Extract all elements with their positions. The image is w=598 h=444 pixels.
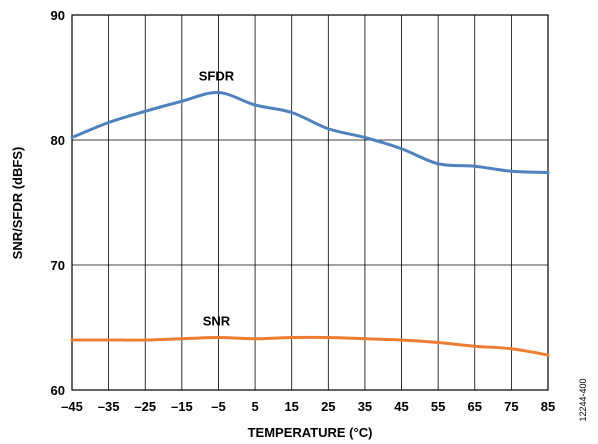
x-tick-label: 55 bbox=[431, 399, 445, 414]
series-lines bbox=[70, 90, 550, 357]
x-tick-label: –15 bbox=[171, 399, 193, 414]
y-tick-labels: 60 70 80 90 bbox=[51, 8, 65, 398]
x-tick-label: 65 bbox=[468, 399, 482, 414]
x-tick-label: –25 bbox=[134, 399, 156, 414]
x-tick-label: 75 bbox=[504, 399, 518, 414]
x-tick-labels: –45 –35 –25 –15 –5 5 15 25 35 45 55 65 75 85 bbox=[61, 399, 555, 414]
x-tick-label: –45 bbox=[61, 399, 83, 414]
plot-frame bbox=[71, 14, 549, 391]
figure-id: 12244-400 bbox=[578, 378, 588, 421]
series-label-snr: SNR bbox=[203, 314, 231, 329]
x-tick-label: 15 bbox=[284, 399, 298, 414]
x-tick-label: –5 bbox=[211, 399, 225, 414]
y-axis-title: SNR/SFDR (dBFS) bbox=[10, 147, 25, 260]
series-line-snr bbox=[70, 335, 550, 357]
grid-lines bbox=[71, 14, 549, 391]
y-tick-label: 80 bbox=[51, 133, 65, 148]
x-tick-label: 35 bbox=[358, 399, 372, 414]
x-tick-label: 85 bbox=[541, 399, 555, 414]
y-tick-label: 90 bbox=[51, 8, 65, 23]
x-tick-label: 5 bbox=[251, 399, 258, 414]
x-axis-title: TEMPERATURE (°C) bbox=[248, 425, 373, 440]
series-labels: SFDR SNR bbox=[199, 69, 235, 329]
series-line-sfdr bbox=[70, 90, 550, 174]
x-tick-label: –35 bbox=[98, 399, 120, 414]
x-tick-label: 45 bbox=[394, 399, 408, 414]
y-tick-label: 70 bbox=[51, 258, 65, 273]
y-tick-label: 60 bbox=[51, 383, 65, 398]
x-tick-label: 25 bbox=[321, 399, 335, 414]
series-label-sfdr: SFDR bbox=[199, 69, 235, 84]
